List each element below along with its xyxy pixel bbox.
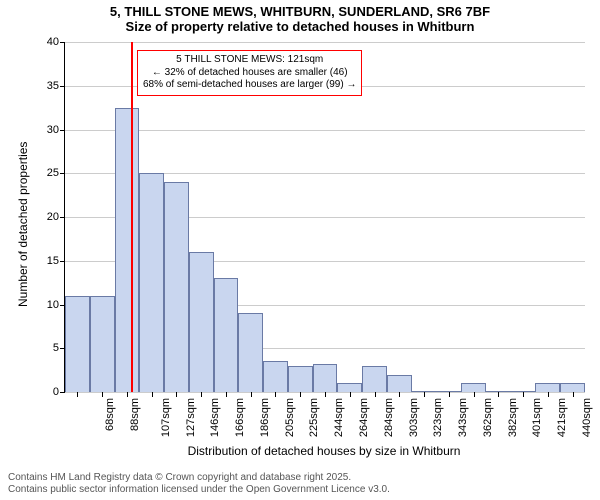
histogram-bar xyxy=(535,383,560,392)
gridline xyxy=(65,130,585,131)
xtick-mark xyxy=(152,392,153,397)
histogram-bar xyxy=(90,296,115,392)
annotation-line: ← 32% of detached houses are smaller (46… xyxy=(143,67,356,80)
xtick-mark xyxy=(399,392,400,397)
ytick-label: 20 xyxy=(47,211,65,223)
xtick-mark xyxy=(226,392,227,397)
histogram-bar xyxy=(189,252,214,392)
xtick-label: 264sqm xyxy=(358,398,370,437)
histogram-bar xyxy=(115,108,140,392)
histogram-bar xyxy=(164,182,189,392)
histogram-bar xyxy=(288,366,313,392)
ytick-label: 15 xyxy=(47,255,65,267)
x-axis-label: Distribution of detached houses by size … xyxy=(64,444,584,458)
gridline xyxy=(65,42,585,43)
xtick-label: 127sqm xyxy=(185,398,197,437)
xtick-label: 88sqm xyxy=(129,398,141,431)
xtick-label: 205sqm xyxy=(284,398,296,437)
ytick-label: 0 xyxy=(53,386,65,398)
xtick-mark xyxy=(424,392,425,397)
xtick-mark xyxy=(573,392,574,397)
histogram-bar xyxy=(461,383,486,392)
xtick-label: 421sqm xyxy=(556,398,568,437)
histogram-bar xyxy=(139,173,164,392)
title-line-2: Size of property relative to detached ho… xyxy=(0,19,600,34)
histogram-bar xyxy=(263,361,288,392)
ytick-label: 10 xyxy=(47,299,65,311)
xtick-mark xyxy=(300,392,301,397)
footer-line-1: Contains HM Land Registry data © Crown c… xyxy=(8,472,351,484)
xtick-label: 382sqm xyxy=(507,398,519,437)
annotation-line: 5 THILL STONE MEWS: 121sqm xyxy=(143,54,356,67)
xtick-mark xyxy=(474,392,475,397)
xtick-mark xyxy=(325,392,326,397)
title-line-1: 5, THILL STONE MEWS, WHITBURN, SUNDERLAN… xyxy=(0,4,600,19)
chart-container: 5, THILL STONE MEWS, WHITBURN, SUNDERLAN… xyxy=(0,0,600,500)
xtick-label: 68sqm xyxy=(104,398,116,431)
xtick-mark xyxy=(251,392,252,397)
xtick-label: 440sqm xyxy=(581,398,593,437)
xtick-label: 166sqm xyxy=(234,398,246,437)
xtick-label: 146sqm xyxy=(210,398,222,437)
ytick-label: 30 xyxy=(47,124,65,136)
histogram-bar xyxy=(238,313,263,392)
ytick-label: 35 xyxy=(47,80,65,92)
xtick-label: 323sqm xyxy=(432,398,444,437)
xtick-label: 244sqm xyxy=(333,398,345,437)
xtick-label: 107sqm xyxy=(160,398,172,437)
xtick-label: 343sqm xyxy=(457,398,469,437)
annotation-line: 68% of semi-detached houses are larger (… xyxy=(143,79,356,92)
ytick-label: 5 xyxy=(53,342,65,354)
xtick-label: 401sqm xyxy=(531,398,543,437)
xtick-label: 303sqm xyxy=(408,398,420,437)
annotation-box: 5 THILL STONE MEWS: 121sqm← 32% of detac… xyxy=(137,50,362,96)
reference-line xyxy=(131,42,133,392)
xtick-mark xyxy=(77,392,78,397)
histogram-bar xyxy=(65,296,90,392)
y-axis-label: Number of detached properties xyxy=(16,142,30,307)
xtick-mark xyxy=(350,392,351,397)
histogram-bar xyxy=(337,383,362,392)
xtick-mark xyxy=(548,392,549,397)
xtick-mark xyxy=(375,392,376,397)
xtick-label: 284sqm xyxy=(383,398,395,437)
xtick-label: 362sqm xyxy=(482,398,494,437)
xtick-label: 186sqm xyxy=(259,398,271,437)
xtick-label: 225sqm xyxy=(309,398,321,437)
xtick-mark xyxy=(176,392,177,397)
histogram-bar xyxy=(560,383,585,392)
xtick-mark xyxy=(201,392,202,397)
histogram-bar xyxy=(313,364,338,392)
ytick-label: 25 xyxy=(47,167,65,179)
xtick-mark xyxy=(275,392,276,397)
histogram-bar xyxy=(214,278,239,392)
xtick-mark xyxy=(102,392,103,397)
xtick-mark xyxy=(498,392,499,397)
footer-line-2: Contains public sector information licen… xyxy=(8,484,390,496)
histogram-bar xyxy=(387,375,412,393)
histogram-bar xyxy=(362,366,387,392)
plot-area: 051015202530354068sqm88sqm107sqm127sqm14… xyxy=(64,42,585,393)
xtick-mark xyxy=(127,392,128,397)
xtick-mark xyxy=(449,392,450,397)
ytick-label: 40 xyxy=(47,36,65,48)
xtick-mark xyxy=(523,392,524,397)
